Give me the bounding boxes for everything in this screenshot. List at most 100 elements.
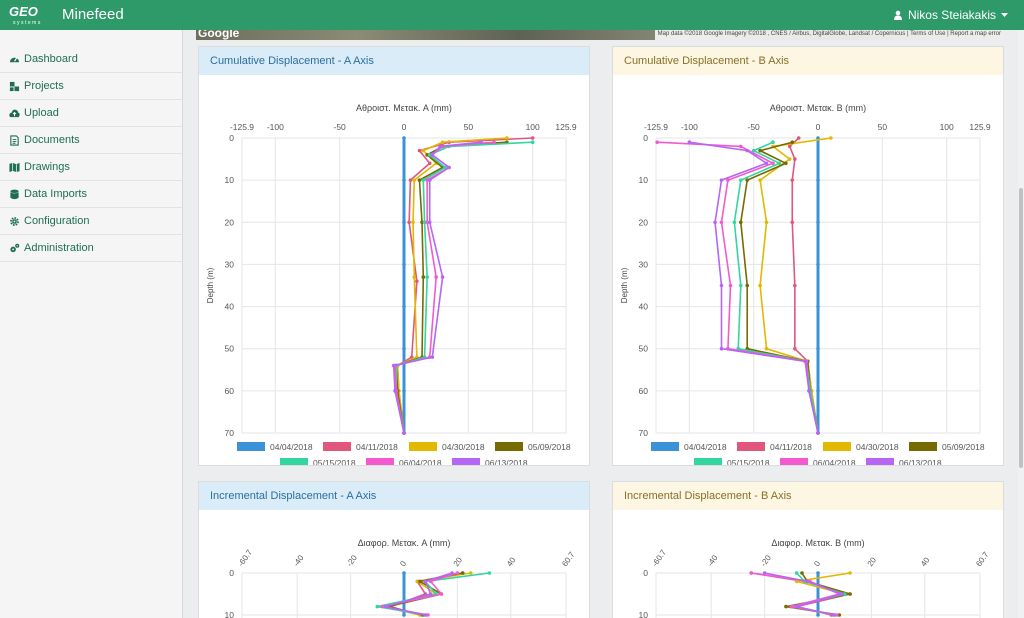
sidebar-item-configuration[interactable]: Configuration	[0, 208, 182, 235]
data-point	[468, 571, 473, 575]
legend-swatch	[823, 442, 851, 451]
data-point	[402, 178, 406, 182]
data-point	[479, 140, 484, 145]
data-point	[829, 136, 833, 140]
data-point	[758, 283, 762, 288]
data-point	[487, 571, 492, 575]
data-point	[816, 613, 820, 617]
x-tick-label: -40	[706, 553, 720, 568]
data-point	[460, 571, 465, 575]
y-tick-label: 70	[225, 428, 235, 438]
legend-swatch	[452, 458, 480, 465]
data-point	[745, 148, 750, 153]
sidebar-item-administration[interactable]: Administration	[0, 235, 182, 262]
data-point	[440, 140, 445, 145]
data-point	[848, 592, 852, 596]
x-tick-label: -50	[748, 122, 761, 132]
geosystems-logo[interactable]: GEO systems	[8, 4, 56, 26]
data-point	[434, 275, 438, 279]
data-point	[816, 304, 820, 309]
data-point	[719, 283, 724, 288]
data-point	[391, 363, 396, 368]
chart-incremental-a[interactable]: Διαφορ. Μετακ. A (mm) -60.7 -40 -20 0 20 40 60.…	[199, 510, 589, 618]
sidebar-item-data-imports[interactable]: Data Imports	[0, 181, 182, 208]
sidebar: Dashboard Projects Upload Documents Draw…	[0, 30, 183, 618]
legend-label: 05/15/2018	[727, 458, 770, 465]
legend-label: 05/09/2018	[528, 442, 571, 452]
data-point	[530, 140, 535, 145]
scrollbar-thumb[interactable]	[1019, 188, 1023, 468]
y-tick-label: 10	[639, 175, 649, 185]
data-point	[745, 283, 750, 288]
user-menu[interactable]: Nikos Steiakakis	[893, 8, 1008, 22]
data-point	[840, 592, 844, 596]
legend-swatch	[780, 458, 808, 465]
panel-cumulative-a: Cumulative Displacement - A Axis Αθροιστ…	[198, 46, 590, 466]
sidebar-item-label: Dashboard	[24, 53, 78, 65]
svg-text:systems: systems	[13, 20, 42, 26]
data-point	[420, 220, 424, 225]
data-point	[423, 579, 428, 584]
x-tick-label: 50	[464, 122, 474, 132]
data-point	[402, 220, 406, 225]
sidebar-item-drawings[interactable]: Drawings	[0, 154, 182, 181]
sidebar-item-label: Drawings	[24, 161, 70, 173]
sidebar-item-projects[interactable]: Projects	[0, 73, 182, 100]
data-point	[425, 275, 429, 279]
data-point	[816, 346, 820, 351]
page-scrollbar[interactable]	[1018, 30, 1024, 618]
legend-label: 04/04/2018	[270, 442, 313, 452]
data-point	[713, 220, 717, 225]
data-point	[427, 178, 432, 182]
legend-label: 04/11/2018	[770, 442, 812, 452]
x-tick-label: 0	[816, 122, 821, 132]
x-tick-label: 125.9	[969, 122, 991, 132]
x-tick-label: -125.9	[230, 122, 254, 132]
sidebar-item-upload[interactable]: Upload	[0, 100, 182, 127]
x-tick-label: -100	[267, 122, 284, 132]
data-point	[732, 220, 737, 225]
x-tick-label: 0	[398, 559, 408, 568]
caret-down-icon	[1001, 12, 1008, 17]
y-tick-label: 0	[229, 568, 234, 578]
sidebar-item-documents[interactable]: Documents	[0, 127, 182, 154]
database-icon	[10, 189, 19, 199]
sidebar-item-dashboard[interactable]: Dashboard	[0, 46, 182, 73]
y-tick-label: 20	[639, 217, 649, 227]
x-tick-label: 60.7	[974, 550, 991, 568]
data-point	[492, 140, 496, 145]
data-point	[793, 346, 797, 351]
sidebar-item-label: Upload	[24, 107, 59, 119]
series-line	[739, 141, 819, 434]
data-point	[402, 613, 406, 617]
data-point	[764, 220, 769, 225]
data-point	[428, 592, 433, 596]
data-point	[425, 220, 429, 225]
legend-label: 04/30/2018	[442, 442, 485, 452]
google-map[interactable]: Google Map data ©2018 Google Imagery ©20…	[196, 30, 1004, 40]
data-point	[764, 161, 769, 166]
data-point	[745, 178, 750, 182]
main-content: Google Map data ©2018 Google Imagery ©20…	[183, 30, 1018, 618]
data-point	[758, 148, 762, 153]
data-point	[423, 613, 428, 617]
map-credits[interactable]: Map data ©2018 Google Imagery ©2018 , CN…	[654, 30, 1004, 40]
data-point	[402, 262, 406, 267]
chart-cumulative-b[interactable]: Αθροιστ. Μετακ. B (mm) -125.9 -100 -50 0 50 10…	[613, 75, 1003, 465]
chart-incremental-b[interactable]: Διαφορ. Μετακ. B (mm) -60.7 -40 -20 0 20 40 60.…	[613, 510, 1003, 618]
x-tick-label: 100	[526, 122, 540, 132]
y-tick-label: 40	[639, 302, 649, 312]
sidebar-item-label: Projects	[24, 80, 64, 92]
data-point	[447, 165, 451, 170]
x-tick-label: -100	[681, 122, 698, 132]
svg-text:GEO: GEO	[9, 4, 38, 19]
data-point	[784, 604, 788, 609]
app-name[interactable]: Minefeed	[62, 6, 124, 23]
data-point	[409, 355, 414, 359]
data-point	[793, 157, 797, 161]
sidebar-item-label: Administration	[24, 242, 94, 254]
chart-cumulative-a[interactable]: Αθροιστ. Μετακ. A (mm) -125.9 -100 -50 0 50 10…	[199, 75, 589, 465]
data-point	[784, 161, 788, 166]
y-tick-label: 0	[643, 568, 648, 578]
data-point	[738, 178, 743, 182]
